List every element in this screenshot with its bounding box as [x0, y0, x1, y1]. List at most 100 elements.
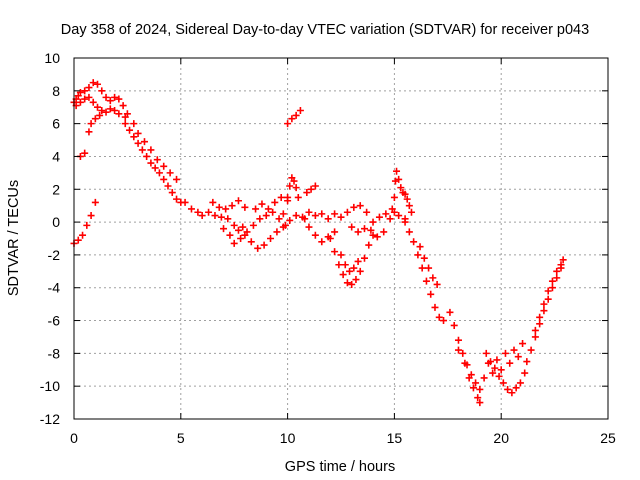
- data-point: [523, 358, 531, 366]
- data-point: [420, 254, 428, 262]
- data-point: [557, 261, 565, 269]
- data-point: [286, 182, 294, 190]
- data-point: [508, 389, 516, 397]
- data-point: [414, 251, 422, 259]
- data-point: [553, 267, 561, 275]
- data-point: [454, 346, 462, 354]
- data-point: [482, 349, 490, 357]
- data-point: [228, 202, 236, 210]
- data-point: [106, 105, 114, 113]
- data-point: [360, 254, 368, 262]
- data-point: [380, 228, 388, 236]
- data-point: [440, 317, 448, 325]
- data-point: [260, 241, 268, 249]
- data-point: [311, 231, 319, 239]
- data-point: [252, 205, 260, 213]
- data-point: [102, 108, 110, 116]
- data-point: [76, 88, 84, 96]
- data-point: [527, 346, 535, 354]
- data-point: [487, 358, 495, 366]
- data-point: [472, 379, 480, 387]
- data-point: [83, 221, 91, 229]
- y-tick-label: -4: [48, 280, 61, 296]
- x-tick-label: 5: [177, 430, 185, 446]
- data-point: [324, 215, 332, 223]
- x-tick-label: 25: [600, 430, 616, 446]
- data-point: [294, 193, 302, 201]
- data-point: [173, 175, 181, 183]
- x-tick-label: 10: [280, 430, 296, 446]
- data-point: [164, 182, 172, 190]
- data-point: [360, 225, 368, 233]
- plot-frame: [73, 57, 609, 420]
- data-point: [288, 115, 296, 123]
- data-point: [307, 185, 315, 193]
- data-point: [337, 213, 345, 221]
- data-point: [450, 321, 458, 329]
- data-point: [343, 279, 351, 287]
- data-point: [79, 231, 87, 239]
- data-point: [93, 80, 101, 88]
- data-point: [416, 243, 424, 251]
- x-axis-ticks: 0 5 10 15 20 25: [70, 58, 616, 446]
- data-point: [350, 264, 358, 272]
- data-point: [429, 274, 437, 282]
- data-point: [397, 184, 405, 192]
- data-point: [348, 223, 356, 231]
- data-point: [211, 212, 219, 220]
- data-point: [286, 216, 294, 224]
- data-point: [405, 202, 413, 210]
- data-point: [151, 164, 159, 172]
- data-point: [89, 79, 97, 87]
- data-point: [331, 248, 339, 256]
- data-point: [119, 102, 127, 110]
- data-point: [343, 208, 351, 216]
- data-point: [493, 356, 501, 364]
- data-point: [153, 156, 161, 164]
- data-point: [111, 107, 119, 115]
- data-point: [548, 277, 556, 285]
- data-point: [335, 261, 343, 269]
- data-point: [393, 167, 401, 175]
- data-point: [292, 212, 300, 220]
- data-point: [369, 231, 377, 239]
- data-point: [422, 277, 430, 285]
- data-point: [296, 107, 304, 115]
- data-point: [181, 198, 189, 206]
- data-point: [81, 95, 89, 103]
- data-point: [168, 189, 176, 197]
- data-point: [540, 300, 548, 308]
- data-point: [230, 221, 238, 229]
- data-point: [277, 193, 285, 201]
- data-point: [241, 231, 249, 239]
- data-point: [230, 239, 238, 247]
- data-point: [501, 349, 509, 357]
- data-point: [454, 336, 462, 344]
- data-point: [173, 195, 181, 203]
- data-point: [369, 218, 377, 226]
- data-point: [367, 226, 375, 234]
- data-point: [292, 184, 300, 192]
- data-point: [126, 126, 134, 134]
- data-point: [279, 223, 287, 231]
- y-tick-label: -8: [48, 345, 61, 361]
- data-point: [318, 238, 326, 246]
- data-point: [390, 193, 398, 201]
- data-point: [160, 175, 168, 183]
- data-point: [497, 366, 505, 374]
- data-point: [465, 374, 473, 382]
- data-point: [401, 218, 409, 226]
- data-point: [234, 226, 242, 234]
- data-point: [217, 213, 225, 221]
- data-point: [469, 384, 477, 392]
- data-point: [536, 313, 544, 321]
- data-point: [254, 244, 262, 252]
- y-tick-label: 0: [52, 214, 60, 230]
- data-point: [365, 241, 373, 249]
- data-point: [81, 87, 89, 95]
- data-point: [209, 198, 217, 206]
- data-point: [205, 208, 213, 216]
- data-point: [363, 208, 371, 216]
- data-point: [425, 264, 433, 272]
